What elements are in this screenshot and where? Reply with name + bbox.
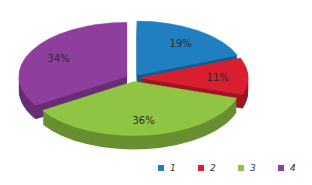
legend-swatch [158, 165, 164, 171]
slices [19, 21, 248, 135]
legend-item: 4 [278, 163, 296, 173]
data-label: 11% [207, 72, 229, 83]
legend-label: 1 [170, 163, 176, 173]
pie [19, 21, 248, 149]
legend-item: 2 [198, 163, 216, 173]
legend-label: 3 [250, 163, 256, 173]
legend-label: 2 [210, 163, 216, 173]
chart: 19% 11% 36% 34% 1 2 3 4 [0, 0, 312, 185]
slice [19, 22, 127, 105]
legend-swatch [198, 165, 204, 171]
slice-sides [19, 22, 248, 149]
data-label: 19% [170, 38, 192, 49]
legend-swatch [278, 165, 284, 171]
data-labels: 19% 11% 36% 34% [48, 38, 229, 126]
legend: 1 2 3 4 [158, 163, 296, 173]
legend-label: 4 [290, 163, 296, 173]
data-label: 34% [48, 53, 70, 64]
legend-swatch [238, 165, 244, 171]
data-label: 36% [133, 115, 155, 126]
legend-item: 3 [238, 163, 256, 173]
legend-item: 1 [158, 163, 176, 173]
